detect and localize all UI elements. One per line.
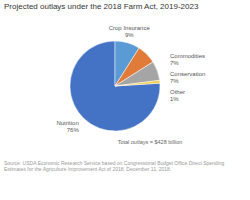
- svg-text:76%: 76%: [67, 127, 80, 133]
- svg-text:Crop Insurance: Crop Insurance: [109, 25, 151, 31]
- svg-text:9%: 9%: [125, 32, 134, 38]
- svg-text:Other: Other: [170, 89, 185, 95]
- svg-text:7%: 7%: [170, 60, 179, 66]
- html-text:Source: USDA Economic Research: Source: USDA Economic Research Service b…: [4, 160, 225, 166]
- svg-text:Conservation: Conservation: [170, 71, 205, 77]
- svg-text:Nutrition: Nutrition: [56, 120, 78, 126]
- html-text:Estimates for the Agriculture: Estimates for the Agriculture Improvemen…: [4, 166, 172, 172]
- svg-text:7%: 7%: [170, 78, 179, 84]
- html-text:Total outlays = $428 billion: Total outlays = $428 billion: [117, 139, 183, 145]
- svg-text:1%: 1%: [170, 96, 179, 102]
- html-text:Projected outlays under the 20: Projected outlays under the 2018 Farm Ac…: [4, 2, 199, 11]
- svg-text:Commodities: Commodities: [170, 53, 205, 59]
